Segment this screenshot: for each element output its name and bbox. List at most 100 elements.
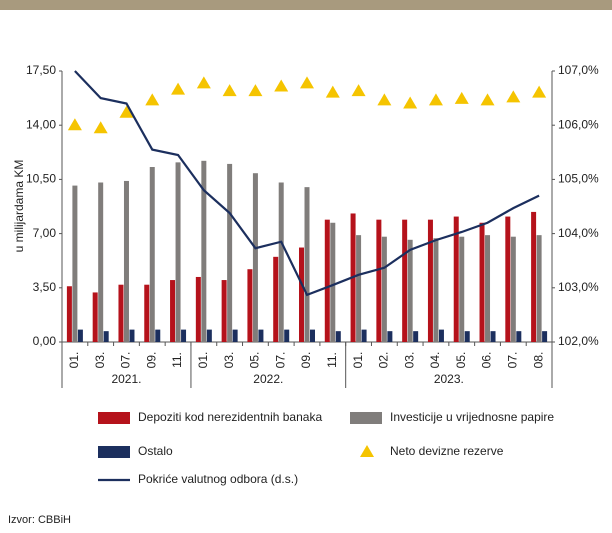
- bar: [175, 162, 181, 342]
- x-group-label: 2023.: [434, 372, 464, 386]
- bar: [542, 331, 548, 342]
- legend-swatch: [360, 445, 374, 457]
- bar: [227, 163, 233, 342]
- bar: [66, 286, 72, 342]
- bar: [118, 284, 124, 342]
- marker: [428, 93, 443, 106]
- bar: [123, 180, 129, 342]
- bar: [324, 219, 330, 342]
- bar: [299, 247, 304, 342]
- y-tick-label: 0,00: [33, 334, 57, 348]
- bar: [531, 211, 537, 342]
- bar: [407, 239, 413, 342]
- x-tick-label: 09.: [299, 352, 313, 369]
- y-tick-label: 7,00: [33, 226, 57, 240]
- marker: [248, 84, 263, 97]
- legend-swatch: [350, 412, 382, 424]
- bar: [247, 269, 253, 342]
- x-group-label: 2021.: [111, 372, 141, 386]
- x-tick-label: 04.: [428, 352, 442, 369]
- x-tick-label: 06.: [480, 352, 494, 369]
- bar: [361, 329, 367, 342]
- legend-label: Depoziti kod nerezidentnih banaka: [138, 410, 322, 424]
- bar: [195, 276, 201, 342]
- x-tick-label: 07.: [273, 352, 287, 369]
- bar: [310, 329, 315, 342]
- bar: [284, 329, 290, 342]
- marker: [325, 85, 340, 98]
- marker: [377, 93, 392, 106]
- x-tick-label: 01.: [196, 352, 210, 369]
- y2-tick-label: 103,0%: [558, 280, 599, 294]
- y-axis-label: u milijardama KM: [12, 160, 26, 253]
- x-tick-label: 01.: [67, 352, 81, 369]
- bar: [381, 236, 387, 342]
- bar: [413, 331, 419, 342]
- y2-tick-label: 105,0%: [558, 172, 599, 186]
- marker: [93, 121, 108, 134]
- bar: [510, 236, 516, 342]
- marker: [196, 76, 211, 89]
- bar: [505, 216, 511, 342]
- bar: [485, 235, 491, 342]
- bar: [335, 331, 341, 342]
- marker: [506, 90, 521, 103]
- x-tick-label: 02.: [377, 352, 391, 369]
- x-tick-label: 03.: [402, 352, 416, 369]
- legend-swatch: [98, 412, 130, 424]
- bar: [144, 284, 150, 342]
- x-tick-label: 01.: [351, 352, 365, 369]
- bar: [402, 219, 408, 342]
- bar: [155, 329, 161, 342]
- x-group-label: 2022.: [253, 372, 283, 386]
- y-tick-label: 17,50: [26, 63, 56, 77]
- x-tick-label: 07.: [119, 352, 133, 369]
- x-tick-label: 07.: [505, 352, 519, 369]
- bar: [376, 219, 382, 342]
- bar: [221, 280, 227, 342]
- marker: [145, 93, 160, 106]
- x-tick-label: 03.: [93, 352, 107, 369]
- marker: [67, 118, 82, 131]
- marker: [351, 84, 366, 97]
- bar: [433, 238, 439, 342]
- bar: [278, 182, 284, 342]
- bar: [77, 329, 83, 342]
- bar: [149, 167, 155, 342]
- marker: [480, 93, 495, 106]
- marker: [274, 79, 289, 92]
- y2-tick-label: 107,0%: [558, 63, 599, 77]
- bar: [356, 235, 362, 342]
- bar: [387, 331, 393, 342]
- line: [74, 70, 540, 297]
- legend-label: Pokriće valutnog odbora (d.s.): [138, 472, 298, 486]
- bar: [206, 329, 212, 342]
- x-tick-label: 03.: [222, 352, 236, 369]
- marker: [171, 82, 186, 95]
- bar: [103, 331, 109, 342]
- bar: [92, 292, 98, 342]
- source: Izvor: CBBiH: [8, 514, 71, 526]
- bar: [438, 329, 444, 342]
- x-tick-label: 11.: [170, 352, 184, 368]
- bar: [201, 160, 207, 342]
- x-tick-label: 09.: [144, 352, 158, 369]
- bar: [129, 329, 135, 342]
- y2-tick-label: 106,0%: [558, 117, 599, 131]
- bar: [98, 182, 104, 342]
- bar: [453, 216, 459, 342]
- legend-label: Neto devizne rezerve: [390, 444, 504, 458]
- x-tick-label: 08.: [531, 352, 545, 369]
- marker: [300, 76, 314, 89]
- marker: [532, 85, 547, 98]
- y-tick-label: 3,50: [33, 280, 57, 294]
- bar: [464, 331, 470, 342]
- x-tick-label: 05.: [248, 352, 262, 369]
- marker: [222, 84, 237, 97]
- y2-tick-label: 102,0%: [558, 334, 599, 348]
- bar: [427, 219, 433, 342]
- bar: [330, 222, 336, 342]
- y2-tick-label: 104,0%: [558, 226, 599, 240]
- bar: [252, 173, 258, 342]
